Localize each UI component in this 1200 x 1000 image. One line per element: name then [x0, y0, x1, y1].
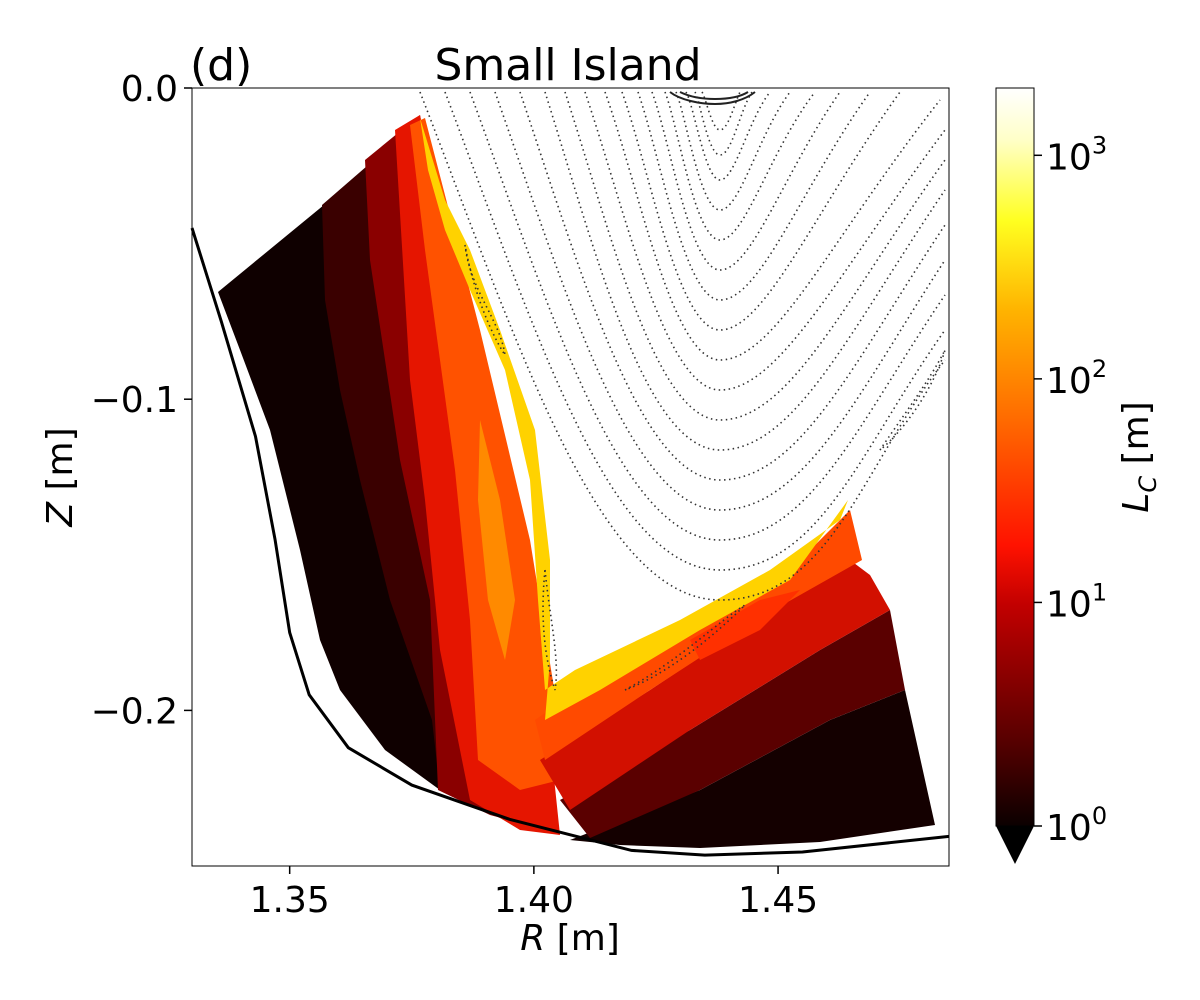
- lc-region-inner-island-orange: [478, 420, 515, 660]
- field-line: [685, 91, 771, 181]
- lc-region-lower-dark: [570, 690, 935, 848]
- field-line: [664, 91, 816, 241]
- chart-title: Small Island: [434, 40, 701, 91]
- field-line: [519, 91, 946, 481]
- y-tick-label: 0.0: [121, 69, 178, 110]
- x-axis-label: R [m]: [520, 918, 620, 959]
- x-axis: 1.35 1.40 1.45: [250, 866, 818, 921]
- field-line: [584, 91, 946, 391]
- island-chain: [879, 349, 946, 451]
- field-line: [494, 91, 946, 511]
- colorbar-gradient: [995, 87, 1035, 827]
- colorbar-ticks: 100 101 102 103: [1034, 131, 1107, 849]
- y-axis: 0.0 −0.1 −0.2: [91, 69, 192, 732]
- field-line: [604, 91, 941, 361]
- field-line: [637, 91, 871, 301]
- panel-label: (d): [190, 40, 252, 91]
- poincare-field-lines: [419, 91, 946, 691]
- field-line: [419, 91, 946, 601]
- lc-map: [218, 115, 935, 848]
- wall-boundary: [190, 227, 950, 857]
- field-line: [564, 91, 946, 421]
- field-line: [694, 91, 753, 156]
- field-line: [544, 91, 946, 451]
- field-line: [621, 91, 901, 331]
- colorbar-extend-min: [996, 826, 1034, 864]
- colorbar-label: LC [m]: [1116, 401, 1162, 512]
- colorbar-tick-label: 101: [1046, 578, 1107, 625]
- x-tick-label: 1.45: [738, 880, 818, 921]
- field-line: [469, 91, 946, 541]
- island-chain: [542, 569, 558, 691]
- core-loop: [679, 91, 749, 101]
- colorbar-tick-label: 103: [1046, 131, 1107, 178]
- y-tick-label: −0.2: [91, 691, 178, 732]
- colorbar-tick-label: 102: [1046, 355, 1107, 402]
- y-axis-label: Z [m]: [40, 427, 81, 527]
- lc-region-lower-orange: [540, 560, 890, 810]
- field-line: [701, 91, 741, 131]
- lc-region-lower-red: [560, 610, 905, 838]
- x-tick-label: 1.40: [494, 880, 574, 921]
- colorbar-tick-label: 100: [1046, 802, 1107, 849]
- colorbar: 100 101 102 103 LC [m]: [995, 87, 1162, 864]
- plot-frame: [191, 87, 950, 867]
- x-point-loops: [669, 91, 756, 106]
- x-tick-label: 1.35: [250, 880, 330, 921]
- field-line: [651, 91, 841, 271]
- y-tick-label: −0.1: [91, 380, 178, 421]
- core-loop: [669, 91, 756, 106]
- lc-region-inner-island-red: [690, 590, 800, 660]
- field-line: [675, 91, 791, 211]
